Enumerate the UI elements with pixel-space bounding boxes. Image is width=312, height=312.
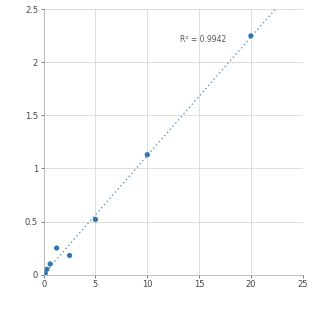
Point: [54, 246, 59, 251]
Point: [43, 271, 48, 276]
Point: [93, 217, 98, 222]
Point: [248, 33, 253, 38]
Text: R² = 0.9942: R² = 0.9942: [180, 35, 227, 44]
Point: [145, 152, 150, 157]
Point: [67, 253, 72, 258]
Point: [44, 267, 49, 272]
Point: [48, 261, 53, 266]
Point: [41, 272, 46, 277]
